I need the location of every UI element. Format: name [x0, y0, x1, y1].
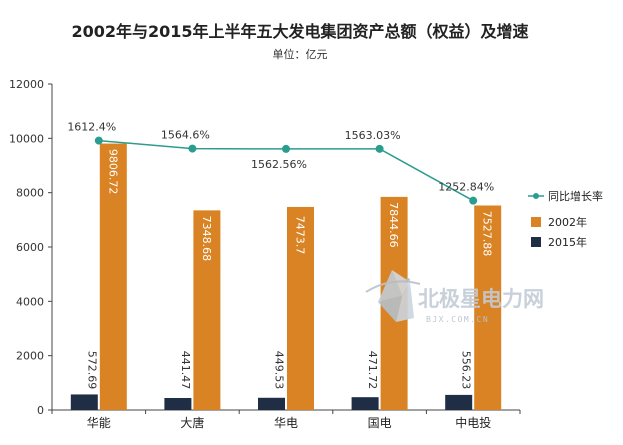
bar-2015-value-label: 556.23: [460, 351, 473, 390]
x-tick-label: 国电: [368, 416, 392, 430]
growth-point: [375, 144, 384, 153]
legend: 同比增长率 2002年 2015年: [528, 189, 603, 249]
x-tick-label: 华能: [87, 416, 111, 430]
y-tick-label: 2000: [16, 350, 44, 363]
bar-2002: [99, 143, 127, 410]
legend-label: 2002年: [548, 215, 587, 229]
bar-2015-value-label: 449.53: [273, 351, 286, 390]
y-tick-label: 0: [37, 404, 44, 417]
bar-2002-value-label: 9806.72: [106, 149, 119, 195]
watermark-text: 北极星电力网: [418, 287, 544, 311]
x-tick-label: 大唐: [180, 415, 204, 430]
y-tick-label: 10000: [9, 132, 44, 145]
y-tick-label: 8000: [16, 187, 44, 200]
chart-title: 2002年与2015年上半年五大发电集团资产总额（权益）及增速: [71, 22, 528, 41]
x-tick-label: 中电投: [455, 415, 491, 430]
y-tick-label: 6000: [16, 241, 44, 254]
bar-2002-value-label: 7348.68: [200, 216, 213, 261]
legend-bar-swatch: [531, 237, 541, 247]
growth-value-label: 1564.6%: [161, 129, 210, 142]
legend-label: 2015年: [548, 235, 587, 249]
growth-value-label: 1612.4%: [67, 121, 116, 134]
bar-2002: [193, 210, 221, 410]
bar-2015: [445, 394, 473, 410]
bar-2015-value-label: 572.69: [85, 351, 98, 390]
bar-2002-value-label: 7844.66: [387, 202, 400, 248]
y-tick-label: 12000: [9, 78, 44, 91]
watermark: 北极星电力网 BJX.COM.CN: [365, 270, 544, 324]
watermark-url: BJX.COM.CN: [426, 315, 489, 324]
bar-2002: [287, 206, 314, 410]
growth-value-label: 1562.56%: [251, 158, 307, 171]
growth-value-label: 1252.84%: [438, 181, 494, 194]
bar-2015: [258, 397, 285, 410]
bar-2015: [70, 394, 98, 410]
growth-line: [94, 136, 478, 205]
y-tick-label: 4000: [16, 295, 44, 308]
legend-bar-swatch: [531, 217, 541, 227]
bar-2002: [474, 205, 502, 410]
growth-point: [282, 144, 290, 153]
growth-point: [469, 196, 478, 205]
bar-2015-value-label: 471.72: [366, 351, 379, 390]
bar-2002-value-label: 7473.7: [294, 216, 307, 255]
x-tick-label: 华电: [274, 416, 298, 430]
chart-subtitle: 单位：亿元: [273, 47, 328, 61]
bar-2002-value-label: 7527.88: [481, 211, 494, 257]
growth-point: [188, 144, 197, 153]
bar-2015: [351, 397, 379, 410]
growth-value-label: 1563.03%: [345, 129, 401, 142]
legend-line-marker: [533, 193, 539, 199]
data-labels: 572.69 9806.72 441.47 7348.68 449.53 7473.7 47…: [67, 121, 494, 390]
bar-2015-value-label: 441.47: [179, 351, 192, 390]
bar-2015: [164, 398, 192, 410]
watermark-logo-icon: [365, 270, 421, 322]
axes: 0 2000 4000 6000 8000 10000 12000 华能 大唐 华电 国电 中电投: [9, 78, 521, 430]
legend-label: 同比增长率: [548, 189, 603, 203]
growth-point: [94, 136, 103, 145]
